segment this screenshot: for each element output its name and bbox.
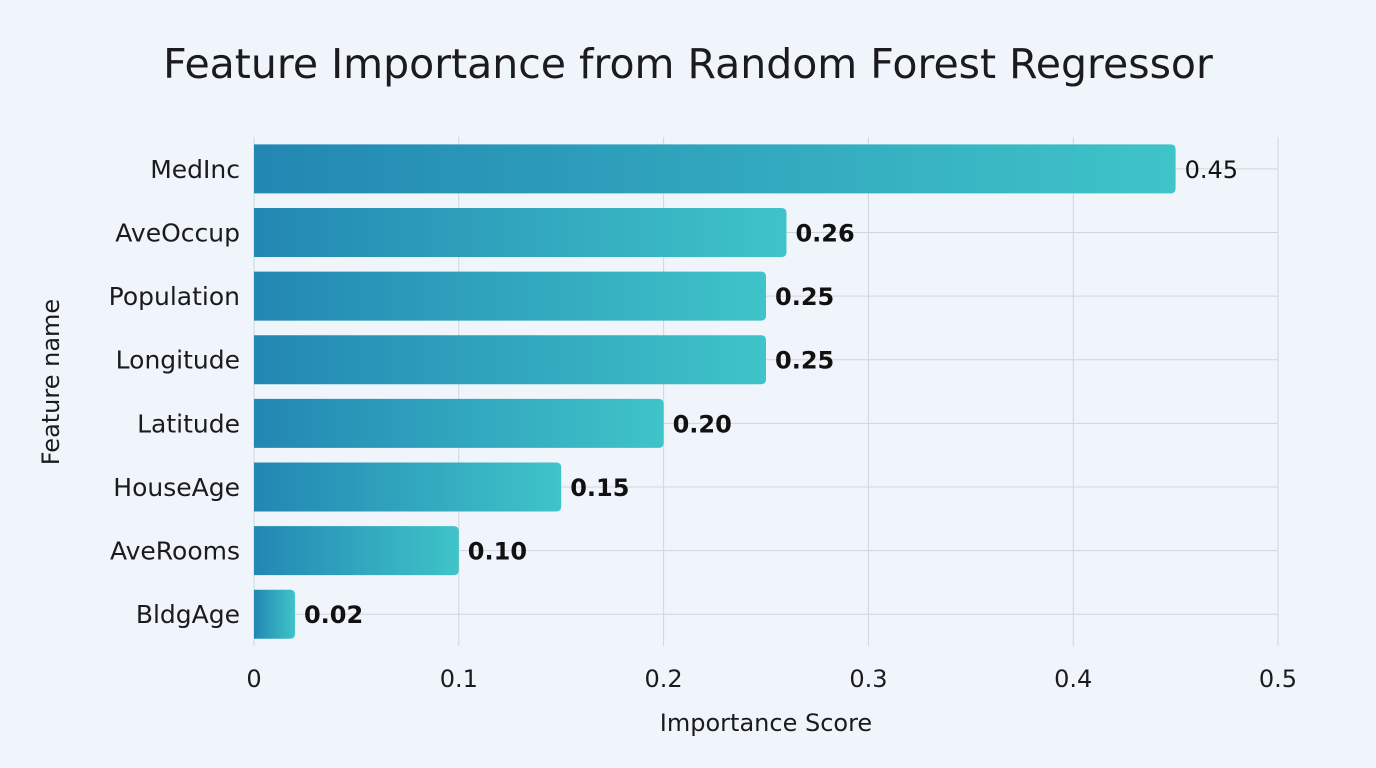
category-label: MedInc: [150, 155, 240, 184]
bar-latitude: [254, 398, 664, 448]
category-label: AveRooms: [110, 537, 240, 566]
category-label: Latitude: [137, 409, 240, 438]
category-label: BldgAge: [136, 600, 240, 629]
value-labels: 0.45 0.26 0.25 0.25 0.20 0.15 0.10 0.02: [304, 156, 1238, 629]
bar-aveoccup: [254, 207, 787, 257]
x-tick-label: 0.1: [440, 665, 478, 693]
bar-population: [254, 271, 766, 321]
category-label: AveOccup: [115, 218, 240, 247]
bar-bldgage: [254, 589, 295, 639]
x-axis-label: Importance Score: [660, 709, 872, 737]
x-tick-label: 0.4: [1054, 665, 1092, 693]
bar-houseage: [254, 462, 562, 512]
value-label: 0.20: [673, 410, 732, 438]
x-tick-label: 0.2: [645, 665, 683, 693]
bar-averooms: [254, 526, 459, 576]
x-tick-labels: 0 0.1 0.2 0.3 0.4 0.5: [246, 665, 1297, 693]
value-label: 0.10: [468, 538, 527, 566]
chart-title: Feature Importance from Random Forest Re…: [163, 40, 1213, 88]
value-label: 0.45: [1185, 156, 1238, 184]
category-label: Longitude: [116, 346, 240, 375]
x-tick-label: 0.3: [849, 665, 887, 693]
bar-medinc: [254, 144, 1176, 194]
category-label: HouseAge: [113, 473, 240, 502]
category-labels: MedInc AveOccup Population Longitude Latitud…: [109, 155, 240, 629]
x-tick-label: 0.5: [1259, 665, 1297, 693]
x-tick-label: 0: [246, 665, 261, 693]
category-label: Population: [109, 282, 240, 311]
value-label: 0.26: [795, 219, 854, 247]
bars: [254, 144, 1176, 639]
bar-longitude: [254, 335, 766, 385]
value-label: 0.15: [570, 474, 629, 502]
value-label: 0.25: [775, 347, 834, 375]
value-label: 0.02: [304, 601, 363, 629]
y-axis-label: Feature name: [37, 299, 65, 465]
value-label: 0.25: [775, 283, 834, 311]
